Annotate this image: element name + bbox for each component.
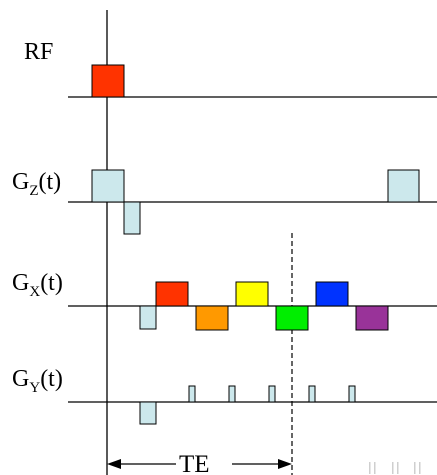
gx-label: GX(t) <box>12 270 63 300</box>
gx-readout-lobe-4 <box>275 305 309 331</box>
gx-readout-lobe-1 <box>155 281 189 307</box>
gx-prephase-lobe <box>139 305 157 330</box>
decorative-watermark <box>369 462 421 474</box>
gz-slice-select-lobe <box>91 169 125 203</box>
gy-blip-4 <box>308 385 316 403</box>
gy-blip-2 <box>228 385 236 403</box>
gx-readout-lobe-2 <box>195 305 229 331</box>
gy-blip-3 <box>268 385 276 403</box>
gx-readout-lobe-6 <box>355 305 389 331</box>
gz-label: GZ(t) <box>12 169 61 199</box>
gy-blip-5 <box>348 385 356 403</box>
rf-pulse <box>91 64 125 98</box>
gx-readout-lobe-3 <box>235 281 269 307</box>
gy-blip-1 <box>188 385 196 403</box>
gy-prephase-lobe <box>139 401 157 425</box>
te-label: TE <box>179 451 210 475</box>
rf-label: RF <box>24 39 53 65</box>
gz-spoiler-lobe <box>387 169 420 203</box>
gz-rephase-lobe <box>123 201 141 235</box>
gx-readout-lobe-5 <box>315 281 349 307</box>
gy-label: GY(t) <box>12 366 63 396</box>
te-arrow <box>107 459 292 469</box>
